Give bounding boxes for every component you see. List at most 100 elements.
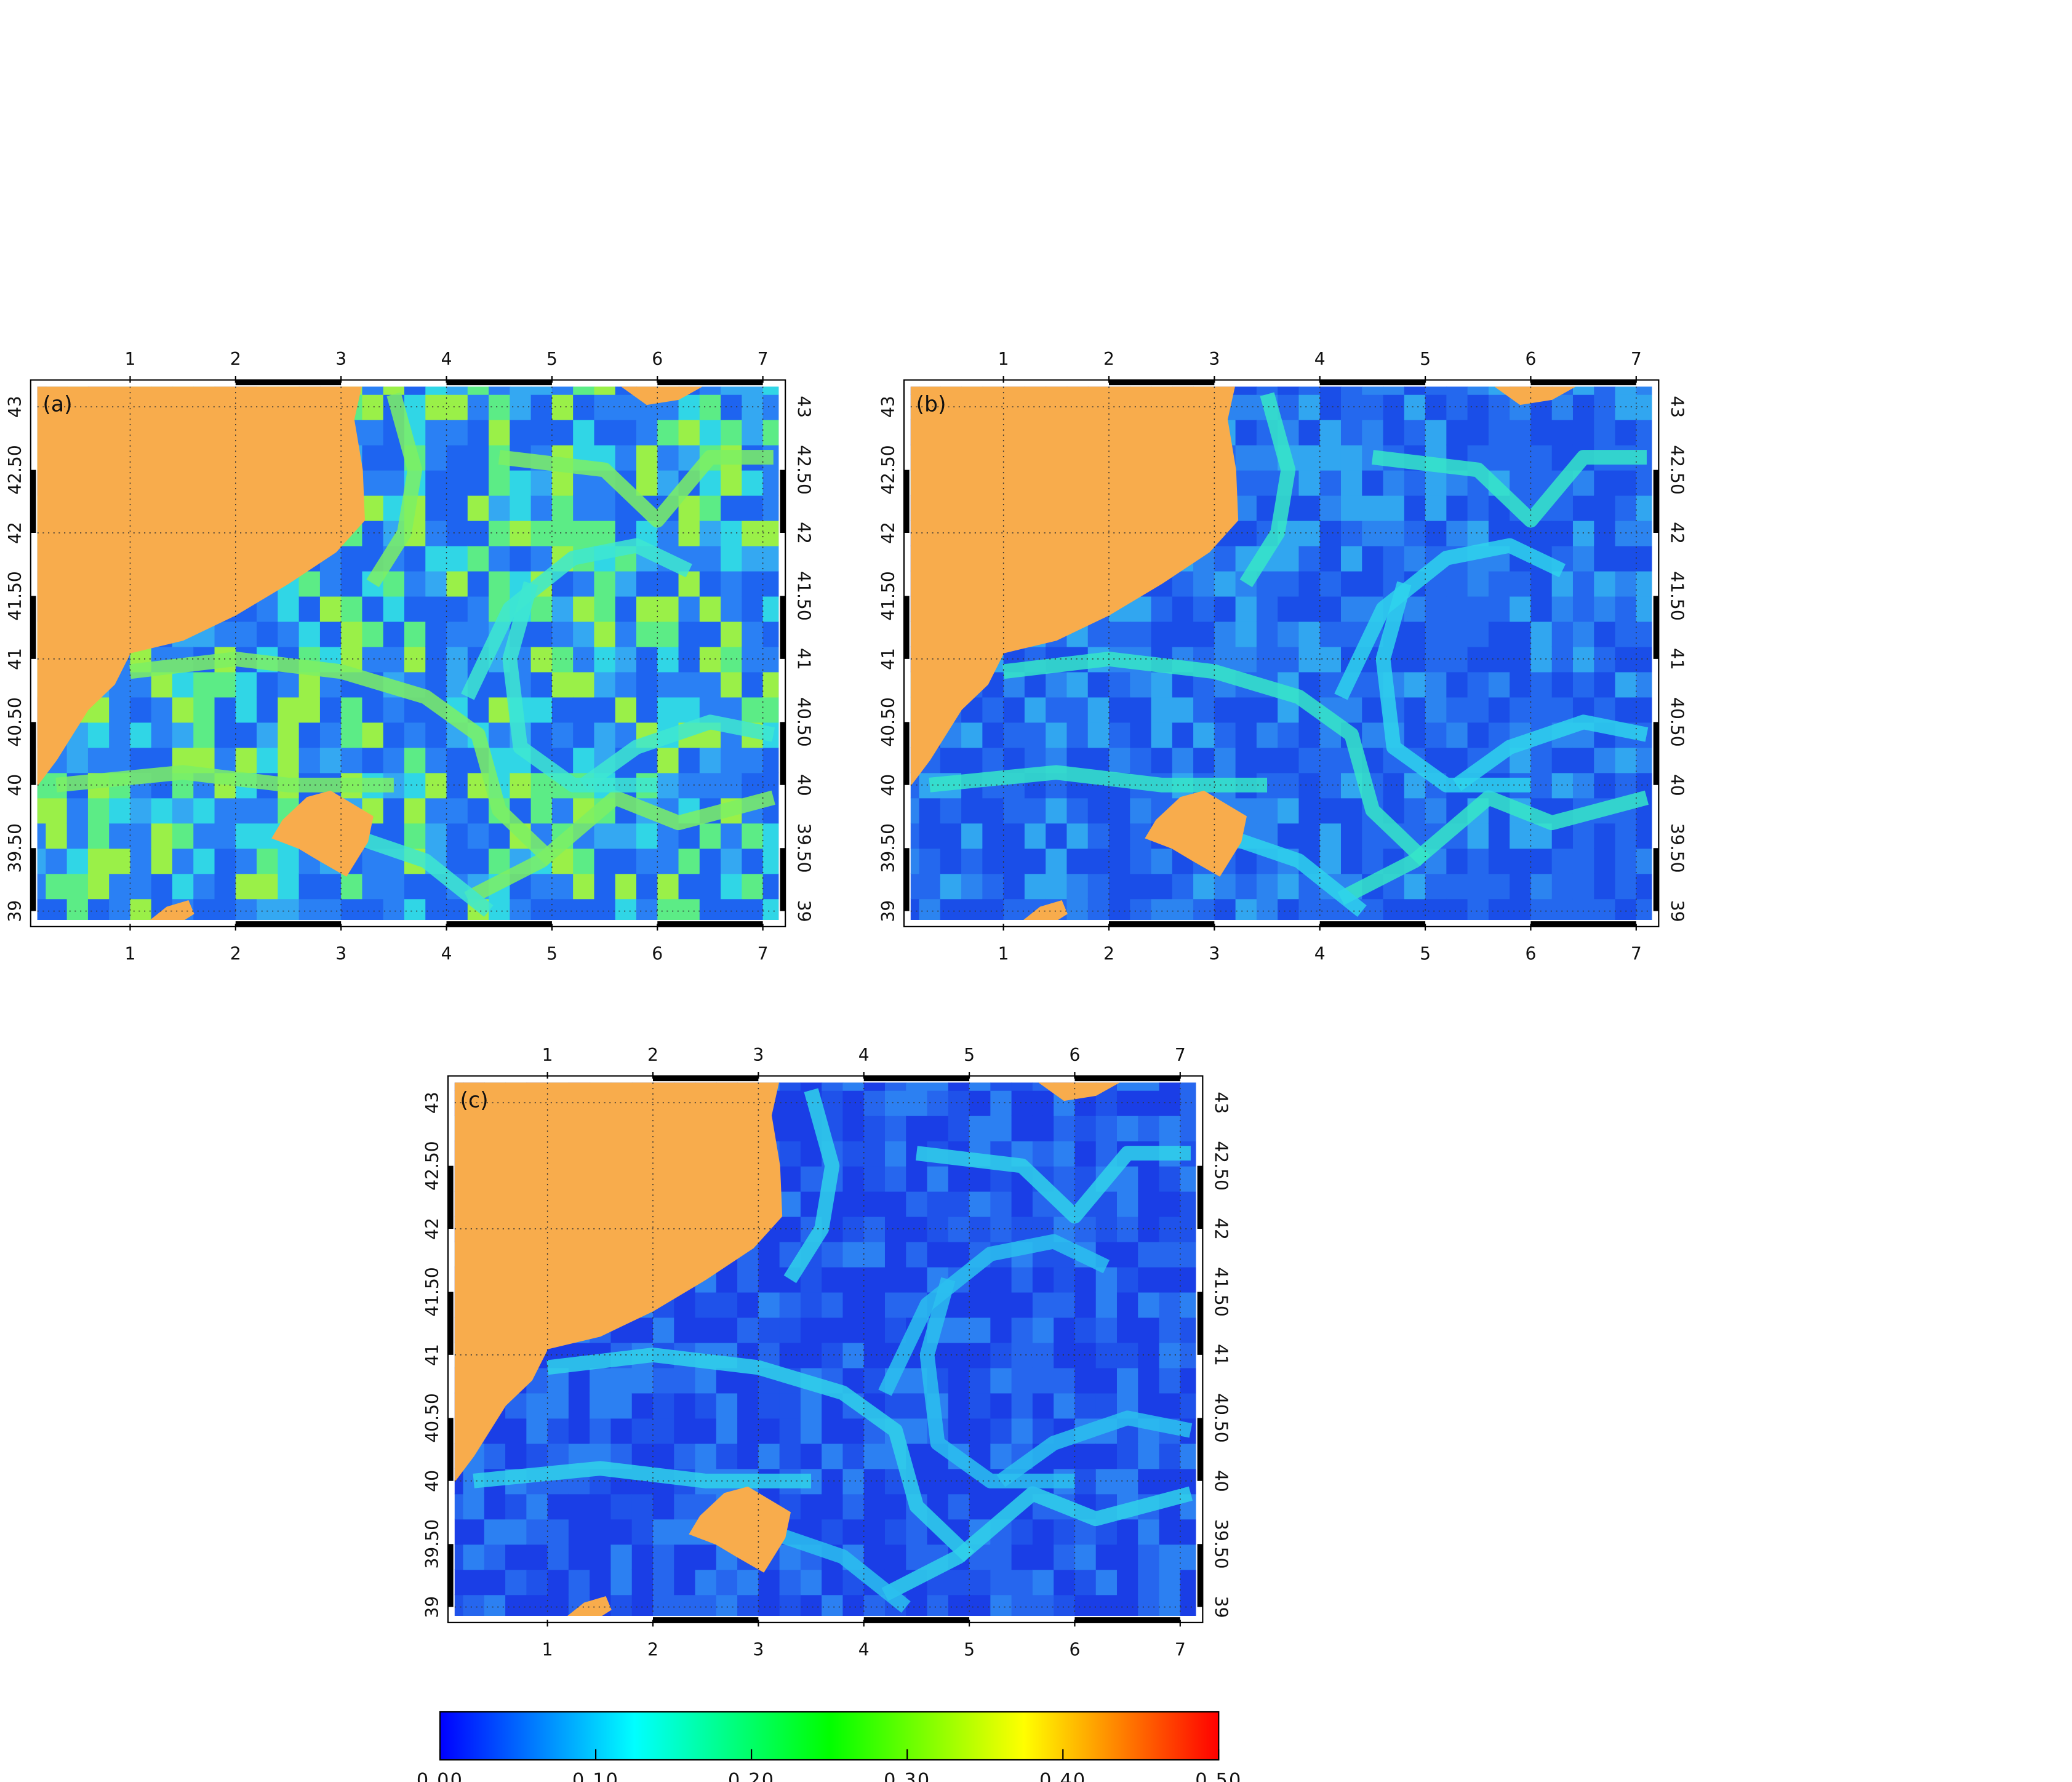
field-cell (762, 394, 779, 420)
field-cell (362, 898, 384, 921)
field-cell (758, 1594, 780, 1616)
field-cell (721, 419, 743, 446)
field-cell (341, 747, 363, 773)
field-cell (695, 1443, 717, 1469)
field-cell (404, 747, 426, 773)
field-cell (590, 1418, 612, 1444)
field-cell (1256, 697, 1279, 723)
y-tick-label: 39.50 (1667, 823, 1687, 873)
field-cell (737, 1392, 759, 1419)
field-cell (1572, 386, 1595, 395)
field-cell (362, 520, 384, 546)
field-cell (1066, 823, 1089, 849)
field-cell (1615, 495, 1637, 521)
field-cell (1530, 671, 1553, 698)
field-cell (1138, 1266, 1160, 1293)
field-cell (721, 495, 743, 521)
x-tick-label: 2 (1103, 943, 1114, 964)
x-tick-label: 5 (546, 349, 558, 369)
field-cell (1180, 1082, 1196, 1091)
field-cell (678, 419, 700, 446)
field-cell (341, 898, 363, 921)
field-cell (1636, 747, 1652, 773)
panel-frame (30, 379, 786, 927)
field-cell (1130, 747, 1152, 773)
field-cell (721, 545, 743, 572)
field-cell (1340, 419, 1363, 446)
field-cell (1138, 1594, 1160, 1616)
field-cell (762, 495, 779, 521)
field-cell (1615, 848, 1637, 874)
field-cell (742, 873, 764, 900)
field-cell (674, 1544, 696, 1570)
field-cell (341, 545, 363, 572)
field-cell (636, 823, 658, 849)
field-cell (446, 823, 468, 849)
field-cell (1087, 722, 1110, 748)
field-cell (1087, 898, 1110, 921)
field-cell (652, 1392, 675, 1419)
field-cell (762, 697, 779, 723)
field-cell (1510, 444, 1532, 471)
field-cell (489, 570, 511, 597)
field-cell (1594, 747, 1616, 773)
field-cell (214, 848, 236, 874)
field-cell (551, 697, 574, 723)
field-cell (762, 646, 779, 673)
field-cell (1138, 1544, 1160, 1570)
field-cell (1116, 1115, 1139, 1141)
field-cell (1011, 1191, 1033, 1217)
field-cell (1003, 873, 1025, 900)
field-cell (636, 848, 658, 874)
field-cell (927, 1216, 949, 1242)
field-cell (1235, 873, 1257, 900)
panel-frame (447, 1075, 1204, 1623)
current-band (349, 828, 494, 917)
field-cell (1138, 1191, 1160, 1217)
field-cell (906, 1191, 928, 1217)
field-cell (1530, 772, 1553, 799)
x-tick-label: 2 (1103, 349, 1114, 369)
x-tick-label: 7 (1631, 943, 1642, 964)
field-cell (383, 646, 406, 673)
field-cell (1116, 1266, 1139, 1293)
field-cell (1551, 898, 1574, 921)
field-cell (1159, 1392, 1181, 1419)
field-cell (1193, 873, 1215, 900)
field-cell (961, 873, 983, 900)
field-cell (699, 596, 722, 622)
field-cell (1172, 697, 1194, 723)
field-cell (800, 1443, 823, 1469)
field-cell (362, 646, 384, 673)
field-cell (863, 1115, 886, 1141)
field-cell (822, 1594, 844, 1616)
field-cell (1298, 722, 1321, 748)
field-cell (1011, 1569, 1033, 1596)
field-cell (446, 848, 468, 874)
field (910, 386, 1652, 921)
field-cell (151, 823, 174, 849)
field-cell (1130, 621, 1152, 647)
field-cell (678, 394, 700, 420)
field-cell (1551, 873, 1574, 900)
field-cell (863, 1594, 886, 1616)
field-cell (1116, 1241, 1139, 1268)
field-cell (1488, 898, 1511, 921)
current-band (929, 765, 1268, 793)
field-cell (278, 671, 300, 698)
field-cell (657, 570, 679, 597)
field-cell (1256, 469, 1279, 496)
y-tick-label: 42.50 (878, 445, 898, 495)
current-band (996, 1410, 1193, 1487)
field-cell (758, 1317, 780, 1343)
field-cell (822, 1468, 844, 1495)
y-tick-label: 40 (5, 774, 25, 796)
field-cell (510, 520, 532, 546)
field-cell (737, 1317, 759, 1343)
field-cell (573, 495, 595, 521)
field-cell (1636, 570, 1652, 597)
field-cell (1087, 621, 1110, 647)
field-cell (948, 1493, 970, 1520)
field-cell (594, 873, 616, 900)
field-cell (235, 697, 258, 723)
